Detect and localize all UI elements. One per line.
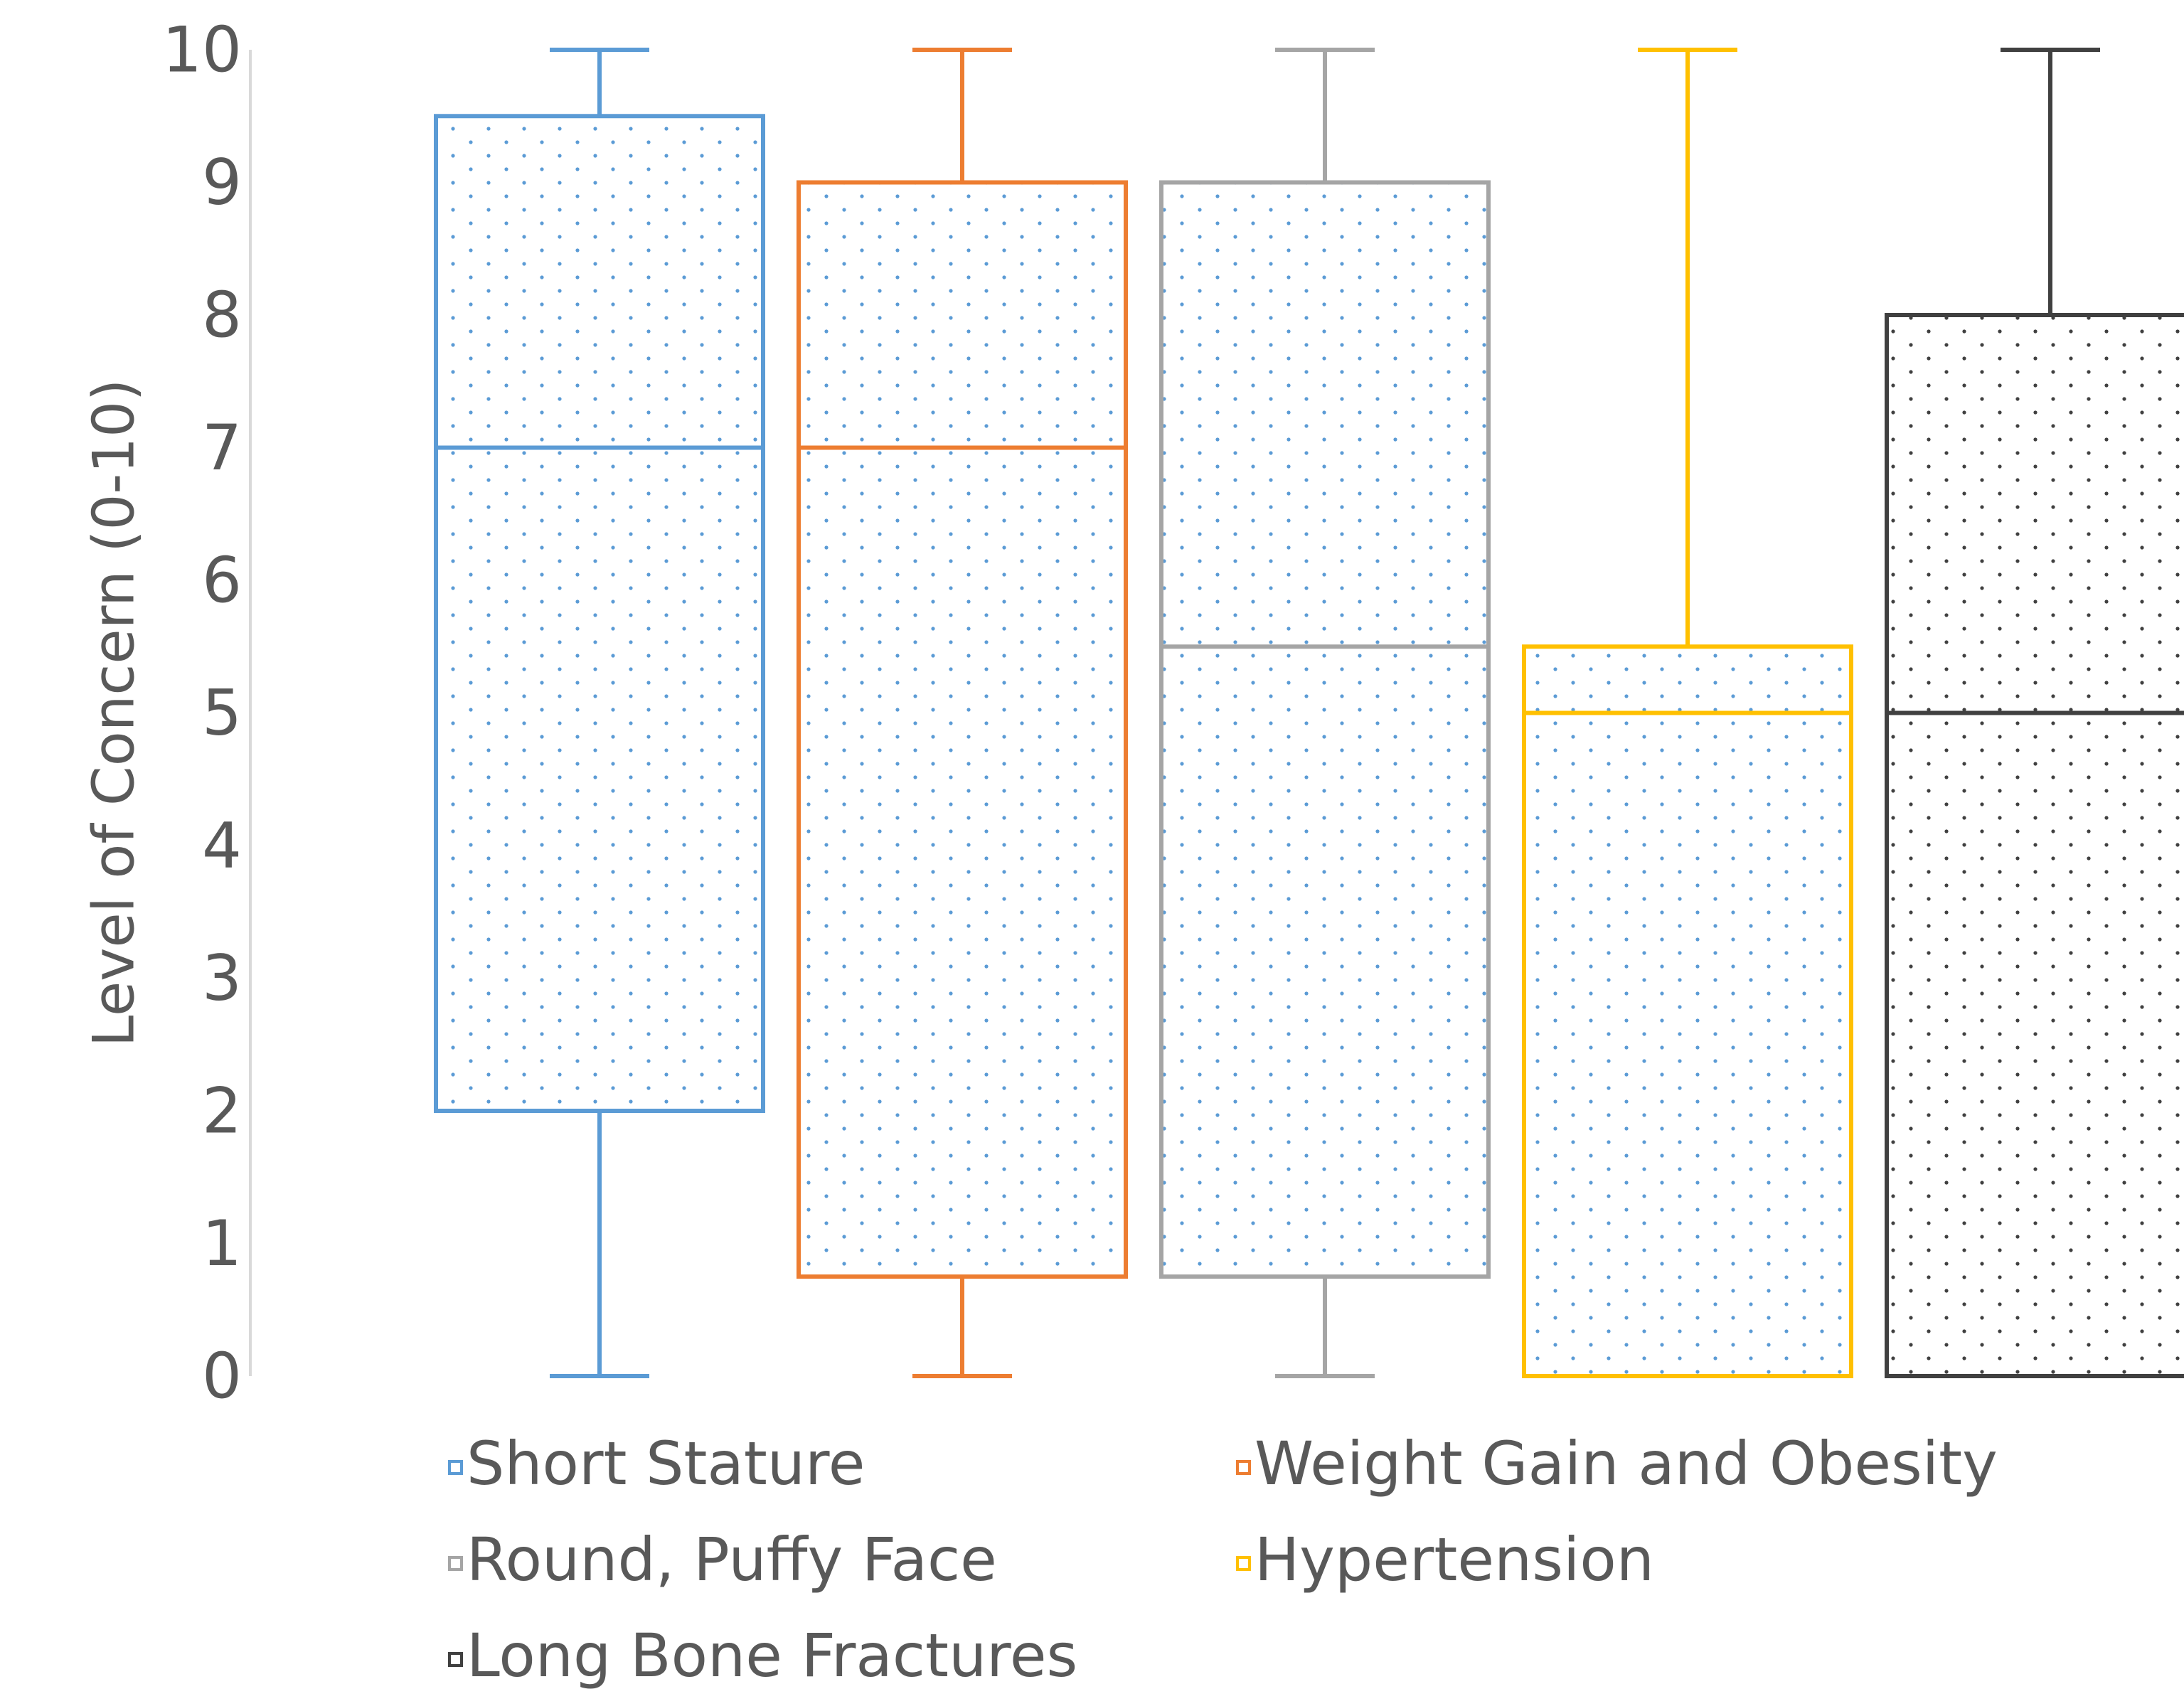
- interquartile-box: [1159, 180, 1491, 1279]
- y-tick-label: 0: [202, 1340, 242, 1413]
- y-tick-label: 1: [202, 1207, 242, 1280]
- legend-label: Hypertension: [1255, 1525, 1654, 1594]
- legend-label: Round, Puffy Face: [467, 1525, 997, 1594]
- y-tick-label: 2: [202, 1075, 242, 1148]
- interquartile-box: [1522, 644, 1853, 1378]
- legend-label: Weight Gain and Obesity: [1255, 1429, 1998, 1498]
- box-series: [1885, 48, 2184, 1378]
- y-axis-title: Level of Concern (0-10): [81, 379, 147, 1047]
- box-series: [1159, 48, 1491, 1378]
- box-series-group: [434, 48, 2184, 1378]
- interquartile-box: [797, 180, 1128, 1279]
- box-series: [797, 48, 1128, 1378]
- legend-swatch: [448, 1460, 463, 1475]
- legend-swatch: [448, 1652, 463, 1667]
- y-tick-label: 10: [162, 14, 242, 87]
- interquartile-box: [1885, 313, 2184, 1378]
- y-tick-label: 3: [202, 942, 242, 1015]
- legend-swatch: [448, 1556, 463, 1571]
- y-axis-ticks: 0 1 2 3 4 5 6 7 8 9 10: [162, 14, 242, 1413]
- legend-swatch: [1236, 1460, 1251, 1475]
- legend-label: Long Bone Fractures: [467, 1621, 1077, 1689]
- y-tick-label: 5: [202, 676, 242, 750]
- legend-item: Short Stature: [448, 1429, 865, 1498]
- legend-item: Weight Gain and Obesity: [1236, 1429, 1998, 1498]
- y-tick-label: 4: [202, 809, 242, 883]
- box-series: [1522, 48, 1853, 1378]
- box-series: [434, 48, 765, 1378]
- y-tick-label: 6: [202, 544, 242, 617]
- y-tick-label: 8: [202, 279, 242, 352]
- y-tick-label: 7: [202, 411, 242, 484]
- legend-item: Long Bone Fractures: [448, 1621, 1077, 1689]
- legend-item: Round, Puffy Face: [448, 1525, 997, 1594]
- legend: Short Stature Weight Gain and Obesity Roun…: [448, 1429, 1998, 1689]
- legend-label: Short Stature: [467, 1429, 865, 1498]
- y-tick-label: 9: [202, 146, 242, 219]
- legend-swatch: [1236, 1556, 1251, 1571]
- interquartile-box: [434, 114, 765, 1113]
- legend-item: Hypertension: [1236, 1525, 1654, 1594]
